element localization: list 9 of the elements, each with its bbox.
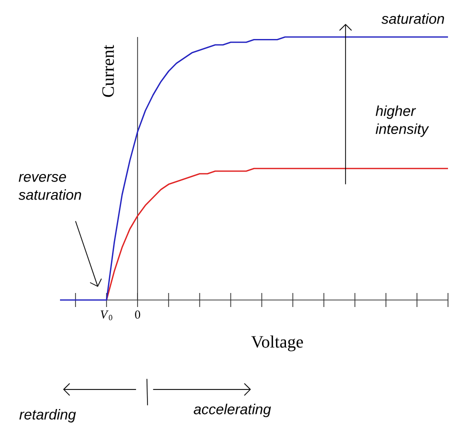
x-axis-title: Voltage — [251, 336, 303, 352]
annotation: reverse saturation — [18, 174, 82, 200]
text: saturation — [381, 13, 444, 24]
y-axis-title: Current — [102, 44, 114, 97]
x-tick-label: V$_{0}$ — [100, 310, 112, 320]
annotation: higher intensity — [376, 105, 430, 137]
text: retarding — [19, 409, 76, 422]
x-tick-label: 0 — [135, 310, 140, 319]
text: accelerating — [194, 404, 271, 418]
